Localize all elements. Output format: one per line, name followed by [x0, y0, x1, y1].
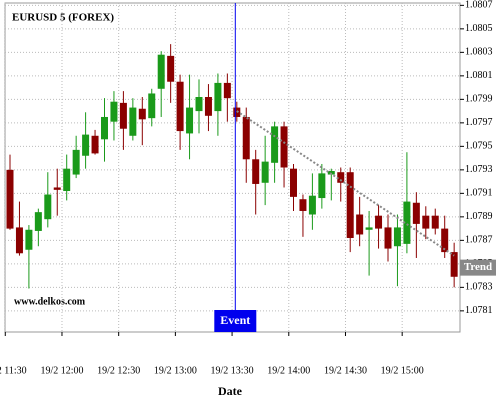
y-tick-label: 1.0783	[465, 282, 493, 293]
candle-body	[308, 195, 316, 215]
x-tick-label: 19/2 13:00	[154, 365, 197, 376]
candle-body	[72, 149, 80, 175]
candle-body	[63, 168, 71, 191]
candle-body	[44, 194, 52, 220]
candle-body	[252, 159, 260, 184]
trend-line	[236, 110, 455, 257]
y-tick-label: 1.0803	[465, 47, 493, 58]
candle-body	[412, 202, 420, 224]
candle-body	[337, 172, 345, 183]
candle-body	[167, 55, 175, 82]
candle-body	[214, 82, 222, 112]
x-tick-label: 19/2 14:30	[324, 365, 367, 376]
y-tick-label: 1.0791	[465, 188, 493, 199]
candle-body	[356, 214, 364, 235]
candle-body	[223, 82, 231, 99]
candle-body	[393, 227, 401, 247]
candle-body	[403, 201, 411, 244]
candle-body	[299, 199, 307, 211]
event-label-box	[214, 310, 257, 332]
candle-body	[422, 215, 430, 229]
y-tick-label: 1.0793	[465, 164, 493, 175]
trend-label-box	[460, 259, 496, 276]
candle-body	[271, 126, 279, 163]
candle-body	[204, 97, 212, 116]
x-axis-title: Date	[218, 384, 243, 398]
candle-body	[290, 168, 297, 197]
candle-body	[431, 215, 439, 229]
candle-body	[148, 93, 156, 119]
candle-body	[53, 187, 61, 190]
trend-label: Trend	[464, 261, 492, 273]
candle-body	[91, 135, 99, 154]
event-label: Event	[220, 313, 250, 327]
y-tick-label: 1.0787	[465, 235, 493, 246]
candle-body	[138, 108, 146, 120]
candle-body	[101, 116, 108, 140]
x-tick-label: 19/2 12:30	[97, 365, 140, 376]
watermark: www.delkos.com	[14, 296, 86, 307]
candle-body	[129, 107, 137, 136]
candle-body	[82, 134, 90, 156]
candle-body	[441, 228, 449, 253]
candle-body	[242, 116, 250, 160]
x-tick-label: 19/2 15:00	[381, 365, 424, 376]
candle-body	[365, 227, 373, 230]
candle-body	[195, 97, 203, 112]
y-tick-label: 1.0805	[465, 23, 493, 34]
candle-body	[280, 126, 288, 168]
y-tick-label: 1.0797	[465, 117, 493, 128]
candle-body	[375, 215, 383, 229]
candle-body	[176, 81, 184, 132]
candle-body	[318, 173, 326, 199]
x-tick-label: 19/2 12:00	[40, 365, 83, 376]
candle-body	[119, 102, 127, 129]
candle-body	[15, 227, 23, 254]
y-tick-label: 1.0789	[465, 211, 493, 222]
candle-body	[346, 172, 354, 238]
candle-body	[110, 101, 118, 122]
candle-body	[157, 54, 165, 89]
y-tick-label: 1.0781	[465, 305, 493, 316]
x-tick-label: 19/2 13:30	[211, 365, 254, 376]
candle-body	[6, 169, 14, 229]
candle-body	[384, 227, 392, 249]
chart-title: EURUSD 5 (FOREX)	[12, 12, 114, 24]
candle-body	[25, 229, 33, 250]
candle-body	[450, 252, 458, 277]
y-tick-label: 1.0795	[465, 141, 493, 152]
y-tick-label: 1.0801	[465, 70, 493, 81]
y-tick-label: 1.0799	[465, 94, 493, 105]
candle-body	[186, 107, 194, 134]
x-tick-label: 19/2 11:30	[0, 365, 27, 376]
y-tick-label: 1.0807	[465, 0, 493, 11]
candle-body	[261, 161, 269, 183]
x-tick-label: 19/2 14:00	[267, 365, 310, 376]
candle-body	[34, 212, 42, 231]
